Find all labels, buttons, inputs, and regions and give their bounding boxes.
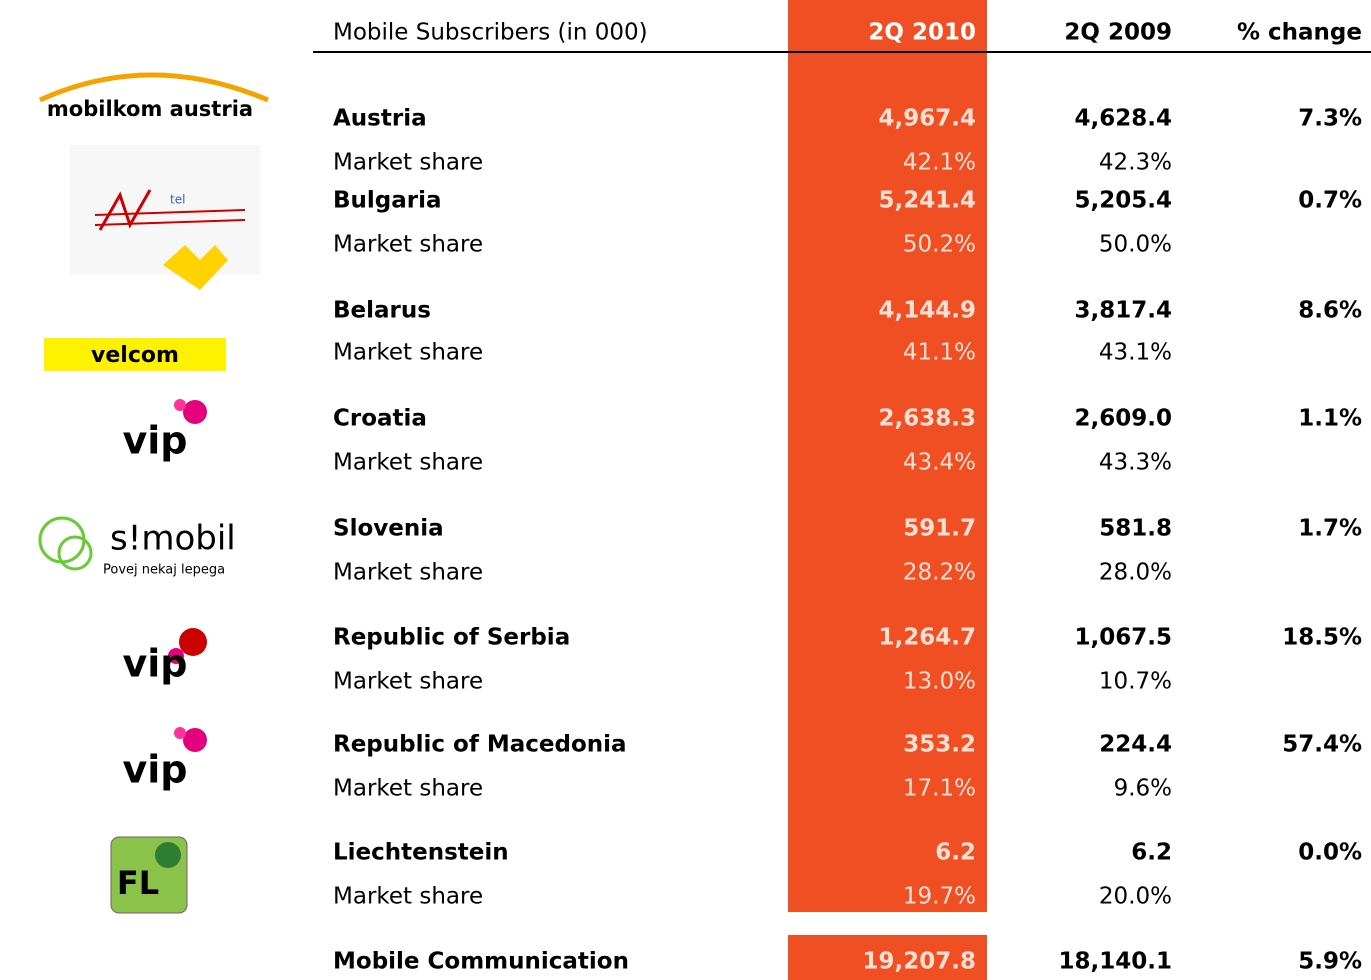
share-label: Market share <box>333 150 483 176</box>
country: Liechtenstein <box>333 840 509 866</box>
logo-fl1: FL <box>110 836 188 914</box>
value-2q2010: 4,144.9 <box>879 298 977 324</box>
share-label: Market share <box>333 669 483 695</box>
country: Republic of Macedonia <box>333 732 627 758</box>
share-label: Market share <box>333 560 483 586</box>
total-label: Mobile Communication <box>333 949 629 975</box>
share-2q2010: 28.2% <box>903 560 976 586</box>
logo-vip-hr: vip <box>123 399 207 463</box>
total-2q2010: 19,207.8 <box>863 949 977 975</box>
highlight-total <box>788 935 987 980</box>
share-2q2010: 43.4% <box>903 450 976 476</box>
value-change: 8.6% <box>1298 298 1362 324</box>
share-2q2009: 43.3% <box>1099 450 1172 476</box>
header-2q2010: 2Q 2010 <box>868 20 976 46</box>
share-2q2009: 50.0% <box>1099 232 1172 258</box>
share-label: Market share <box>333 232 483 258</box>
total-change: 5.9% <box>1298 949 1362 975</box>
logo-mobilkom: mobilkom austria <box>38 72 269 121</box>
header-change: % change <box>1237 20 1362 46</box>
value-change: 1.1% <box>1298 406 1362 432</box>
value-2q2009: 581.8 <box>1099 516 1172 542</box>
share-label: Market share <box>333 450 483 476</box>
value-2q2009: 2,609.0 <box>1075 406 1173 432</box>
country: Croatia <box>333 406 427 432</box>
share-2q2010: 50.2% <box>903 232 976 258</box>
table-rows: Austria 4,967.4 4,628.4 7.3% Market share 42.… <box>333 106 1362 975</box>
share-label: Market share <box>333 776 483 802</box>
logo-velcom: velcom <box>44 245 228 371</box>
highlight-column <box>788 0 987 912</box>
logo-text: s!mobil <box>110 519 236 559</box>
country: Bulgaria <box>333 188 442 214</box>
logo-mtel: tel <box>70 145 260 275</box>
value-2q2010: 591.7 <box>903 516 976 542</box>
logo-vip-mk: vip <box>123 727 207 792</box>
share-2q2010: 42.1% <box>903 150 976 176</box>
logo-text: mobilkom austria <box>47 97 253 121</box>
value-change: 0.7% <box>1298 188 1362 214</box>
value-change: 1.7% <box>1298 516 1362 542</box>
value-2q2010: 6.2 <box>935 840 976 866</box>
value-2q2009: 5,205.4 <box>1075 188 1173 214</box>
logo-text: tel <box>170 193 185 207</box>
value-2q2009: 3,817.4 <box>1075 298 1173 324</box>
logo-text: vip <box>123 419 188 463</box>
share-label: Market share <box>333 340 483 366</box>
logo-vip-rs: vip <box>123 628 207 686</box>
country: Belarus <box>333 298 431 324</box>
share-2q2009: 42.3% <box>1099 150 1172 176</box>
value-change: 7.3% <box>1298 106 1362 132</box>
share-2q2010: 17.1% <box>903 776 976 802</box>
country: Austria <box>333 106 427 132</box>
share-2q2009: 10.7% <box>1099 669 1172 695</box>
value-2q2009: 6.2 <box>1131 840 1172 866</box>
value-change: 0.0% <box>1298 840 1362 866</box>
value-2q2010: 5,241.4 <box>879 188 977 214</box>
value-2q2009: 1,067.5 <box>1075 625 1173 651</box>
country: Republic of Serbia <box>333 625 570 651</box>
value-2q2009: 224.4 <box>1099 732 1172 758</box>
share-2q2010: 13.0% <box>903 669 976 695</box>
value-2q2010: 353.2 <box>903 732 976 758</box>
share-label: Market share <box>333 884 483 910</box>
value-change: 57.4% <box>1282 732 1362 758</box>
logo-text: vip <box>123 642 188 686</box>
share-2q2010: 41.1% <box>903 340 976 366</box>
value-2q2009: 4,628.4 <box>1075 106 1173 132</box>
share-2q2009: 43.1% <box>1099 340 1172 366</box>
logo-tagline: Povej nekaj lepega <box>103 563 225 578</box>
value-2q2010: 4,967.4 <box>879 106 977 132</box>
logo-text: velcom <box>91 343 179 368</box>
header-2q2009: 2Q 2009 <box>1064 20 1172 46</box>
total-2q2009: 18,140.1 <box>1059 949 1173 975</box>
share-2q2010: 19.7% <box>903 884 976 910</box>
logo-simobil: s!mobil Povej nekaj lepega <box>38 516 236 578</box>
value-2q2010: 1,264.7 <box>879 625 977 651</box>
logo-text: vip <box>123 748 188 792</box>
value-change: 18.5% <box>1282 625 1362 651</box>
header-label: Mobile Subscribers (in 000) <box>333 20 648 46</box>
share-2q2009: 28.0% <box>1099 560 1172 586</box>
share-2q2009: 20.0% <box>1099 884 1172 910</box>
share-2q2009: 9.6% <box>1114 776 1172 802</box>
logo-text: FL <box>117 864 159 902</box>
country: Slovenia <box>333 516 444 542</box>
value-2q2010: 2,638.3 <box>879 406 977 432</box>
